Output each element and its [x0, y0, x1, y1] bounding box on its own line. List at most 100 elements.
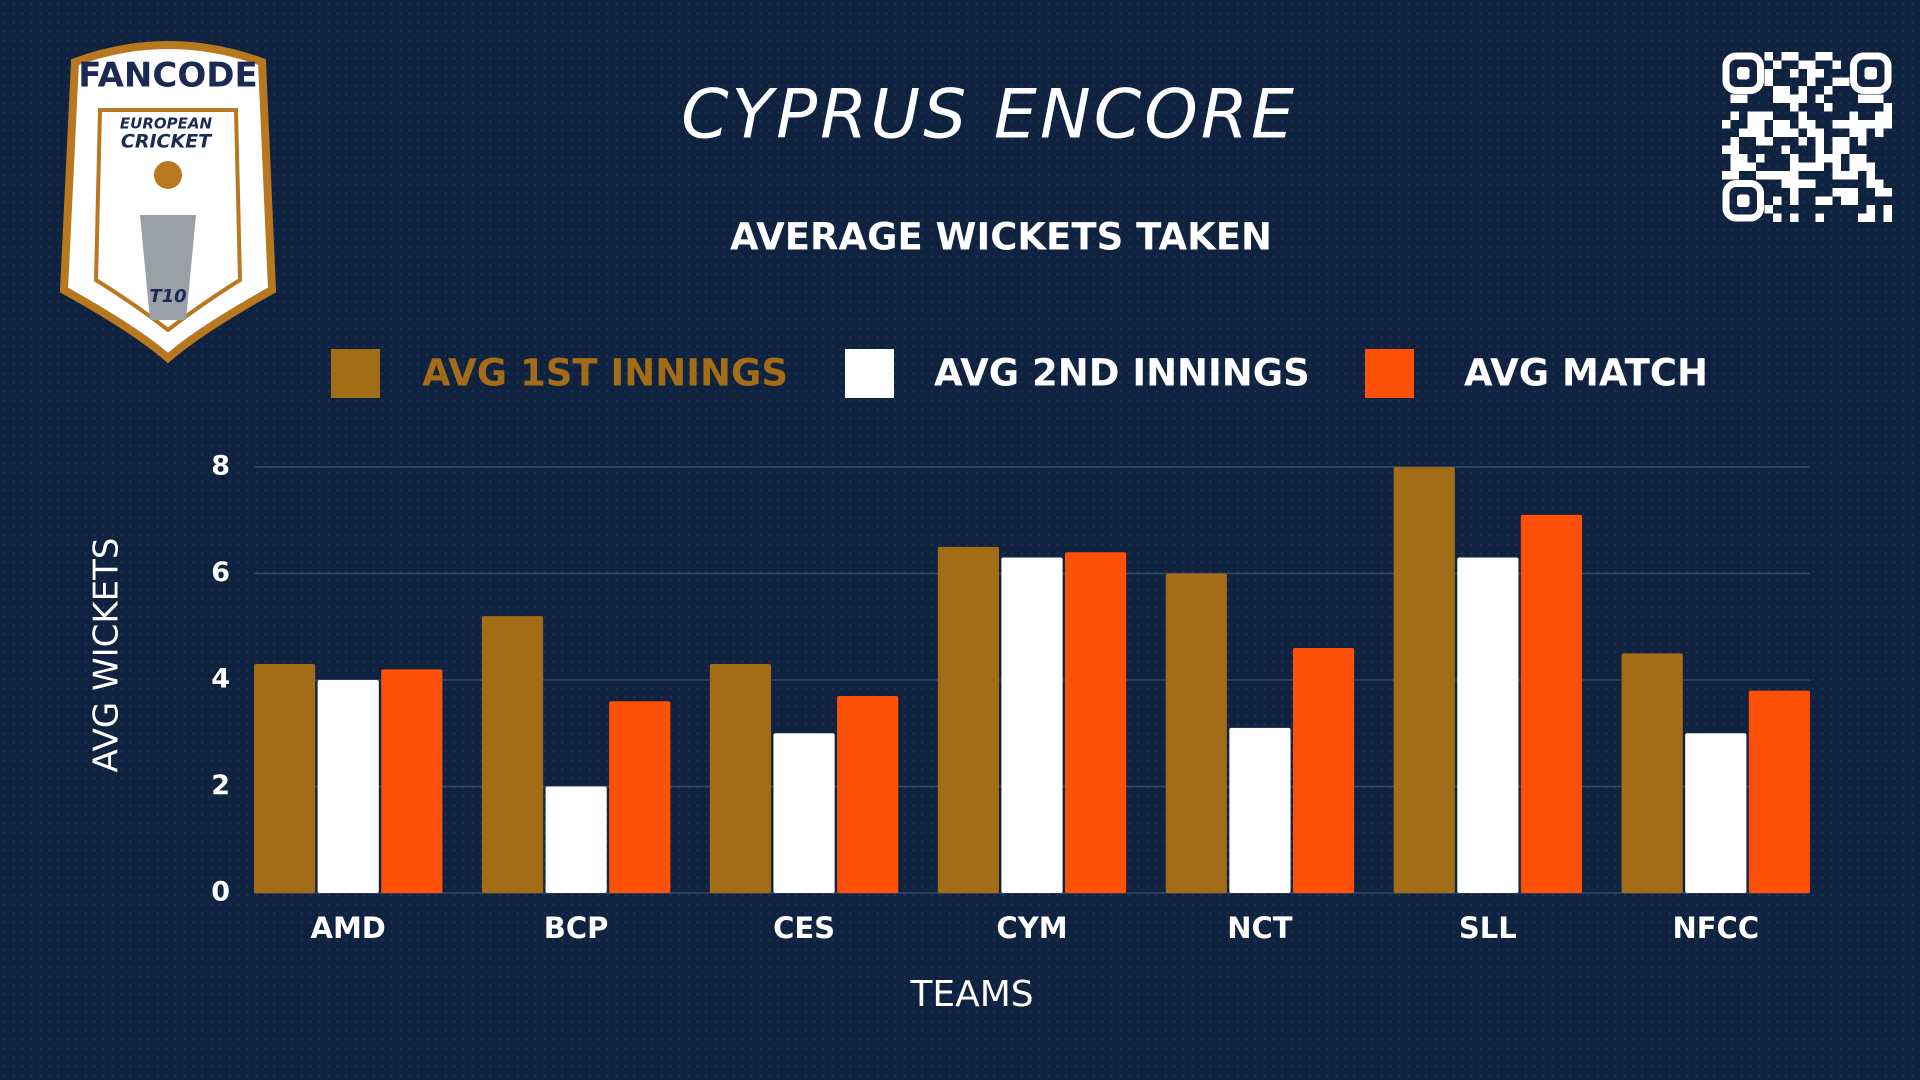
qr-cell — [1866, 205, 1875, 214]
qr-cell — [1824, 52, 1833, 61]
legend-label: AVG 2ND INNINGS — [934, 352, 1310, 395]
bar — [1393, 467, 1455, 893]
y-tick-label: 4 — [211, 664, 230, 695]
qr-cell — [1747, 111, 1756, 120]
qr-cell — [1858, 137, 1867, 146]
qr-cell — [1790, 69, 1799, 78]
qr-cell — [1781, 86, 1790, 95]
x-tick-label: SLL — [1459, 911, 1517, 945]
qr-cell — [1866, 94, 1875, 103]
qr-cell — [1815, 154, 1824, 163]
qr-cell — [1841, 196, 1850, 205]
qr-cell — [1815, 213, 1824, 222]
qr-cell — [1790, 179, 1799, 188]
bar — [381, 669, 443, 893]
bar — [773, 733, 835, 893]
qr-cell — [1849, 128, 1858, 137]
qr-cell — [1739, 94, 1748, 103]
y-tick-label: 8 — [211, 451, 230, 482]
qr-cell — [1849, 120, 1858, 129]
qr-finder-dot — [1737, 194, 1750, 207]
legend-swatch — [331, 349, 380, 398]
x-tick-label: BCP — [544, 911, 609, 945]
x-tick-label: NCT — [1227, 911, 1293, 945]
qr-cell — [1858, 162, 1867, 171]
chart-subtitle: AVERAGE WICKETS TAKEN — [730, 216, 1272, 259]
x-tick-label: NFCC — [1672, 911, 1759, 945]
qr-cell — [1747, 120, 1756, 129]
qr-cell — [1773, 120, 1782, 129]
qr-cell — [1883, 103, 1892, 112]
qr-cell — [1849, 171, 1858, 180]
qr-cell — [1832, 188, 1841, 197]
qr-cell — [1781, 179, 1790, 188]
qr-cell — [1764, 69, 1773, 78]
qr-cell — [1798, 162, 1807, 171]
qr-cell — [1824, 196, 1833, 205]
qr-cell — [1730, 111, 1739, 120]
qr-cell — [1832, 171, 1841, 180]
qr-cell — [1756, 154, 1765, 163]
qr-cell — [1849, 196, 1858, 205]
qr-cell — [1764, 171, 1773, 180]
qr-cell — [1858, 213, 1867, 222]
chart-title: CYPRUS ENCORE — [681, 76, 1297, 155]
legend-swatch — [845, 349, 894, 398]
qr-finder — [1850, 52, 1892, 94]
qr-cell — [1849, 162, 1858, 171]
qr-cell — [1798, 60, 1807, 69]
qr-cell — [1756, 120, 1765, 129]
qr-cell — [1824, 154, 1833, 163]
y-tick-label: 6 — [211, 557, 230, 588]
qr-cell — [1875, 179, 1884, 188]
bar — [1621, 653, 1683, 893]
qr-cell — [1747, 128, 1756, 137]
qr-cell — [1866, 162, 1875, 171]
qr-finder-dot — [1737, 67, 1750, 80]
qr-cell — [1764, 205, 1773, 214]
qr-cell — [1807, 128, 1816, 137]
bar — [254, 664, 316, 893]
logo-trophy — [140, 215, 196, 320]
qr-cell — [1739, 128, 1748, 137]
x-axis-label: TEAMS — [909, 974, 1033, 1015]
qr-cell — [1824, 86, 1833, 95]
qr-cell — [1790, 171, 1799, 180]
qr-cell — [1773, 94, 1782, 103]
qr-cell — [1790, 213, 1799, 222]
qr-cell — [1790, 52, 1799, 61]
qr-cell — [1747, 162, 1756, 171]
qr-cell — [1832, 162, 1841, 171]
qr-cell — [1866, 179, 1875, 188]
qr-cell — [1832, 145, 1841, 154]
qr-cell — [1832, 60, 1841, 69]
qr-cell — [1841, 120, 1850, 129]
qr-cell — [1730, 162, 1739, 171]
y-tick-label: 2 — [211, 770, 230, 801]
qr-cell — [1824, 103, 1833, 112]
qr-cell — [1858, 128, 1867, 137]
qr-cell — [1866, 213, 1875, 222]
qr-cell — [1790, 196, 1799, 205]
bar — [1001, 557, 1063, 893]
qr-finder-dot — [1864, 67, 1877, 80]
qr-cell — [1781, 52, 1790, 61]
qr-cell — [1730, 137, 1739, 146]
bar — [545, 786, 607, 893]
bar — [609, 701, 671, 893]
logo-shield — [59, 41, 277, 364]
bar — [1292, 648, 1355, 893]
qr-code — [1722, 52, 1892, 222]
qr-cell — [1722, 171, 1731, 180]
qr-cell — [1773, 213, 1782, 222]
qr-cell — [1875, 128, 1884, 137]
bar — [837, 695, 899, 893]
qr-cell — [1781, 120, 1790, 129]
legend-label: AVG MATCH — [1464, 352, 1708, 395]
qr-cell — [1883, 205, 1892, 214]
qr-cell — [1764, 77, 1773, 86]
bar — [1065, 552, 1127, 893]
x-tick-label: CYM — [996, 911, 1067, 945]
qr-cell — [1841, 171, 1850, 180]
